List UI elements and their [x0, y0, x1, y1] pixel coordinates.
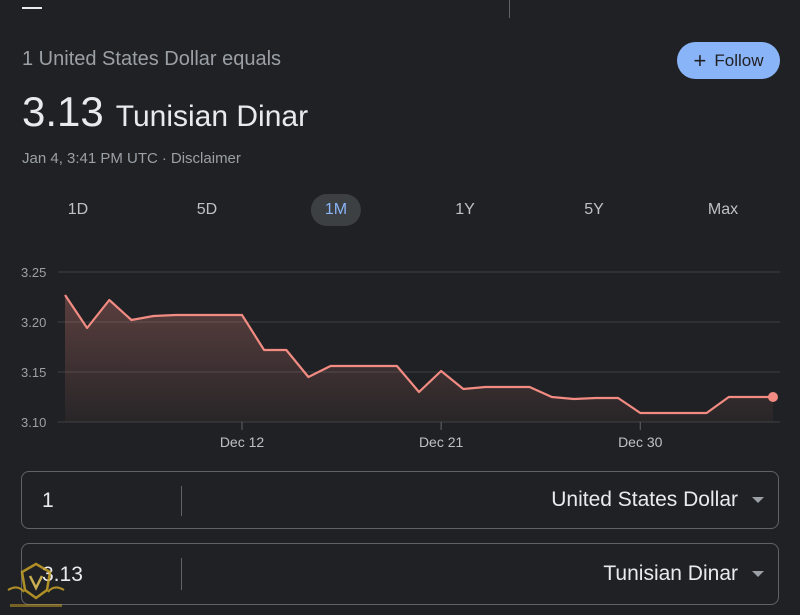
- follow-button[interactable]: + Follow: [677, 42, 780, 79]
- converter-divider: [181, 486, 182, 516]
- x-tick-label: Dec 12: [220, 434, 265, 450]
- chart-current-point: [768, 392, 778, 402]
- conversion-subtitle: 1 United States Dollar equals: [22, 48, 282, 70]
- from-amount-input[interactable]: [40, 472, 184, 530]
- from-currency-select[interactable]: United States Dollar: [551, 472, 764, 528]
- chart-series-line: [64, 294, 773, 415]
- tab-1d[interactable]: 1D: [67, 201, 89, 218]
- tab-5y[interactable]: 5Y: [584, 201, 604, 218]
- x-tick-label: Dec 21: [419, 434, 464, 450]
- top-divider: [509, 0, 510, 18]
- tab-5d[interactable]: 5D: [196, 201, 218, 218]
- tab-1y[interactable]: 1Y: [455, 201, 475, 218]
- exchange-rate-chart[interactable]: 3.10 3.15 3.20 3.25 Dec 12 Dec 21 Dec 30: [0, 258, 800, 458]
- top-bar: [0, 0, 800, 22]
- to-currency-label: Tunisian Dinar: [603, 562, 738, 585]
- converter-from: United States Dollar: [21, 471, 779, 530]
- y-tick-label: 3.10: [21, 415, 46, 430]
- from-currency-label: United States Dollar: [551, 488, 738, 511]
- to-currency-select[interactable]: Tunisian Dinar: [603, 544, 764, 604]
- rate-currency: Tunisian Dinar: [115, 100, 309, 133]
- follow-label: Follow: [714, 50, 764, 70]
- disclaimer-link[interactable]: Disclaimer: [170, 150, 241, 167]
- timestamp: Jan 4, 3:41 PM UTC: [22, 150, 158, 167]
- rate-meta: Jan 4, 3:41 PM UTC · Disclaimer: [22, 150, 241, 167]
- dropdown-arrow-icon: [752, 571, 764, 577]
- chart-area-fill: [65, 295, 773, 422]
- plus-icon: +: [693, 47, 707, 73]
- dropdown-arrow-icon: [752, 497, 764, 503]
- meta-separator: ·: [161, 150, 167, 167]
- tab-max[interactable]: Max: [707, 201, 739, 218]
- y-tick-label: 3.25: [21, 265, 46, 280]
- converter-to: Tunisian Dinar: [21, 543, 779, 606]
- converter-divider: [181, 558, 182, 590]
- rate-display: 3.13 Tunisian Dinar: [22, 88, 308, 136]
- x-tick-label: Dec 30: [618, 434, 663, 450]
- y-tick-label: 3.15: [21, 365, 46, 380]
- watermark-logo-icon: [7, 562, 65, 607]
- menu-icon[interactable]: [22, 7, 42, 9]
- time-range-tabs: 1D 5D 1M 1Y 5Y Max: [0, 190, 800, 230]
- to-amount-input[interactable]: [40, 544, 184, 606]
- y-tick-label: 3.20: [21, 315, 46, 330]
- rate-value: 3.13: [22, 88, 104, 135]
- tab-1m[interactable]: 1M: [310, 194, 362, 226]
